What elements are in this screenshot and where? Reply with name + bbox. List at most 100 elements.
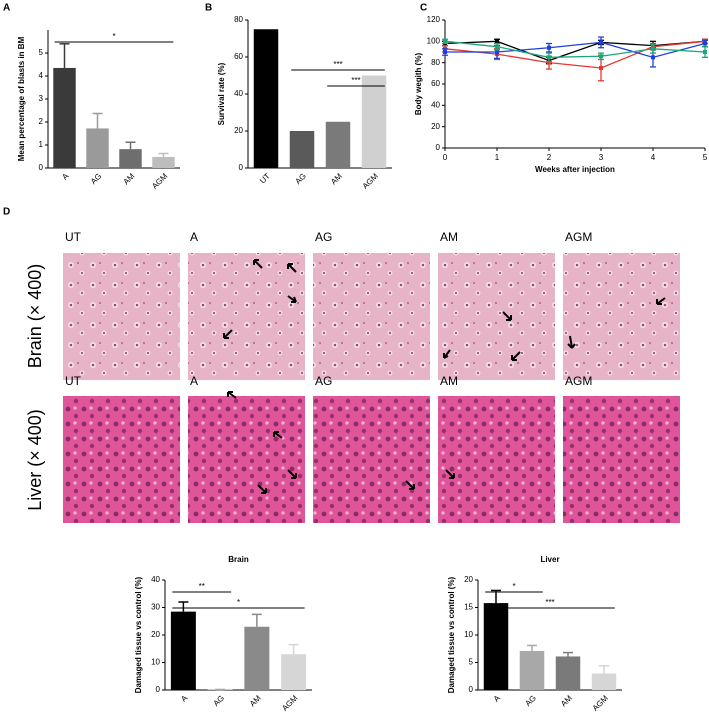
y-tick-label: 0 <box>436 143 441 152</box>
point <box>703 50 707 54</box>
bar <box>152 156 175 168</box>
chart-title: Brain <box>228 555 249 564</box>
bar <box>483 603 509 690</box>
point <box>443 50 447 54</box>
y-tick-label: 2 <box>39 117 44 126</box>
significance-label: ** <box>199 582 205 591</box>
y-tick-label: 3 <box>39 94 44 103</box>
x-tick-label: A <box>492 693 503 704</box>
y-tick-label: 5 <box>469 658 474 667</box>
point <box>599 40 603 45</box>
y-tick-label: 40 <box>151 575 160 584</box>
bar <box>170 611 196 690</box>
liver-image <box>438 396 555 523</box>
panel-letter: A <box>3 3 10 14</box>
significance-label: *** <box>351 76 360 85</box>
y-tick-label: 1 <box>39 140 44 149</box>
x-axis-label: Weeks after injection <box>535 165 615 174</box>
liver-image <box>188 396 305 523</box>
point <box>547 45 551 50</box>
x-tick-label: UT <box>258 171 272 185</box>
y-tick-label: 100 <box>427 36 441 45</box>
panel-letter: C <box>420 3 427 14</box>
y-tick-label: 0 <box>156 685 161 694</box>
y-tick-label: 4 <box>39 71 44 80</box>
series-line <box>444 40 706 62</box>
brain-image <box>438 253 555 380</box>
bar <box>361 75 387 168</box>
bar <box>253 29 279 168</box>
y-axis-label: Body wegith (%) <box>414 53 423 116</box>
y-tick-label: 30 <box>151 603 160 612</box>
y-tick-label: 10 <box>464 630 473 639</box>
point <box>547 60 551 65</box>
x-tick-label: AG <box>523 694 538 709</box>
x-tick-label: AGM <box>280 693 299 712</box>
y-tick-label: 20 <box>234 126 243 135</box>
column-label: AM <box>440 230 458 244</box>
y-tick-label: 5 <box>39 48 44 57</box>
histology <box>63 253 680 523</box>
column-label: AG <box>315 374 332 388</box>
y-tick-label: 40 <box>431 100 440 109</box>
point <box>599 54 603 59</box>
brain-image <box>63 253 180 380</box>
series-line <box>444 40 706 69</box>
column-label: AG <box>315 230 332 244</box>
y-tick-label: 20 <box>431 122 440 131</box>
row-label: Liver (× 400) <box>25 409 45 511</box>
y-tick-label: 15 <box>464 603 473 612</box>
point <box>703 41 707 46</box>
x-tick-label: A <box>60 171 71 182</box>
panel-letter: D <box>3 207 10 218</box>
y-tick-label: 60 <box>234 52 243 61</box>
significance-label: *** <box>545 598 554 607</box>
bar <box>244 626 270 690</box>
y-tick-label: 20 <box>151 630 160 639</box>
y-tick-label: 80 <box>431 58 440 67</box>
y-tick-label: 20 <box>464 575 473 584</box>
y-tick-label: 10 <box>151 658 160 667</box>
column-label: AM <box>440 374 458 388</box>
series-line <box>444 40 706 58</box>
row-label: Brain (× 400) <box>25 264 45 369</box>
y-axis-label: Damaged tissue vs control (%) <box>134 576 143 693</box>
x-tick-label: A <box>179 693 190 704</box>
bar <box>555 656 581 690</box>
x-tick-label: AM <box>559 693 574 708</box>
x-tick-label: AGM <box>150 171 169 190</box>
liver-image <box>313 396 430 523</box>
y-tick-label: 40 <box>234 89 243 98</box>
bar <box>325 121 351 168</box>
y-axis-label: Mean percentage of blasts in BM <box>17 36 26 161</box>
x-tick-label: AM <box>248 693 263 708</box>
liver-image <box>63 396 180 523</box>
x-tick-label: AM <box>122 171 137 186</box>
significance-label: * <box>237 598 240 607</box>
column-label: A <box>190 230 198 244</box>
x-tick-label: AGM <box>591 693 610 712</box>
x-tick-label: AGM <box>361 171 380 190</box>
column-label: UT <box>65 374 82 388</box>
y-axis-label: Survival rate (%) <box>217 62 226 125</box>
x-tick-label: AG <box>211 694 226 709</box>
x-tick-label: 3 <box>599 153 604 162</box>
significance-label: *** <box>333 60 342 69</box>
series-line <box>445 41 706 59</box>
significance-label: * <box>112 32 115 41</box>
column-label: A <box>190 374 198 388</box>
point <box>547 55 551 60</box>
column-label: AGM <box>565 374 592 388</box>
point <box>651 55 655 60</box>
panel-letter: B <box>205 3 212 14</box>
point <box>495 39 499 44</box>
bar <box>119 149 142 168</box>
bar <box>289 131 315 168</box>
bar <box>281 654 307 690</box>
point <box>443 39 447 44</box>
brain-image <box>188 253 305 380</box>
y-tick-label: 60 <box>431 79 440 88</box>
point <box>495 50 499 54</box>
x-tick-label: 0 <box>443 153 448 162</box>
